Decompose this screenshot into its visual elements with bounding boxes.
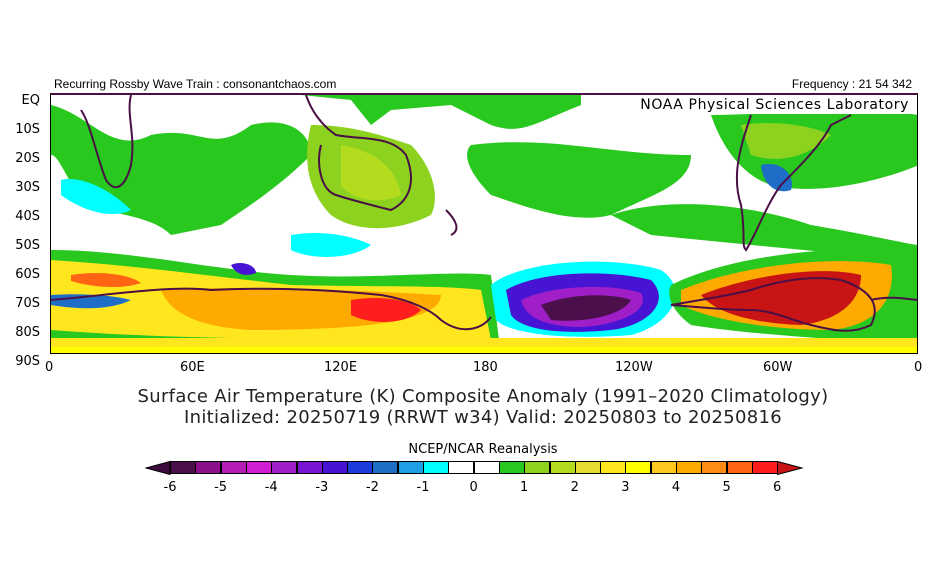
colorbar-swatch [220, 461, 247, 474]
anomaly-region [701, 271, 861, 325]
anomaly-region [51, 105, 311, 235]
colorbar-tick-label: -6 [163, 480, 177, 495]
colorbar-swatch [372, 461, 399, 474]
colorbar-swatch [296, 461, 323, 474]
anomaly-region [71, 272, 141, 288]
colorbar-swatch [498, 461, 525, 474]
colorbar-swatch [473, 461, 500, 474]
lat-label: 40S [15, 209, 40, 224]
colorbar-swatch [195, 461, 222, 474]
colorbar-swatch [600, 461, 627, 474]
colorbar-swatch [321, 461, 348, 474]
colorbar-title: NCEP/NCAR Reanalysis [408, 442, 558, 457]
colorbar-swatch [701, 461, 728, 474]
anomaly-region [761, 164, 792, 192]
colorbar-swatch [574, 461, 601, 474]
lon-label: 120E [324, 360, 358, 375]
colorbar-swatch [397, 461, 424, 474]
colorbar-tick-label: -5 [214, 480, 228, 495]
colorbar-tick-label: 1 [520, 480, 529, 495]
lat-label: 20S [15, 151, 40, 166]
colorbar-tick-label: -1 [416, 480, 430, 495]
map-subtitle: Initialized: 20250719 (RRWT w34) Valid: … [184, 407, 782, 428]
colorbar-swatch [676, 461, 702, 474]
colorbar-swatch [448, 461, 475, 474]
colorbar-swatch [170, 461, 196, 474]
colorbar-tick-label: -2 [365, 480, 379, 495]
anomaly-region [467, 142, 691, 218]
colorbar-tick-label: 0 [469, 480, 478, 495]
lon-label: 0 [914, 360, 923, 375]
anomaly-region [51, 95, 581, 129]
map-plot: NOAA Physical Sciences Laboratory [50, 93, 918, 354]
lat-label: EQ [21, 93, 40, 108]
map-title: Surface Air Temperature (K) Composite An… [137, 386, 829, 407]
anomaly-region [611, 204, 917, 260]
lon-label: 60E [180, 360, 205, 375]
colorbar-tick-label: 4 [671, 480, 681, 495]
lon-label: 180 [473, 360, 498, 375]
lat-label: 90S [15, 354, 40, 369]
lab-label: NOAA Physical Sciences Laboratory [636, 96, 913, 114]
anomaly-region [741, 123, 831, 159]
anomaly-region [51, 347, 917, 353]
colorbar-extend-triangle [777, 461, 804, 475]
latitude-axis: EQ 10S 20S 30S 40S 50S 60S 70S 80S 90S [8, 86, 40, 376]
lat-label: 80S [15, 325, 40, 340]
colorbar-swatch [751, 461, 778, 474]
colorbar-tick-label: -3 [315, 480, 329, 495]
lat-label: 50S [15, 238, 40, 253]
colorbar-swatch [271, 461, 298, 474]
lat-label: 30S [15, 180, 40, 195]
anomaly-region [541, 295, 631, 321]
credit-text: Recurring Rossby Wave Train : consonantc… [54, 77, 337, 91]
lon-label: 60W [763, 360, 793, 375]
anomaly-region [351, 298, 421, 322]
colorbar-tick-label: 3 [621, 480, 630, 495]
lon-label: 0 [45, 360, 54, 375]
colorbar-tick-label: 6 [773, 480, 782, 495]
colorbar-swatch [347, 461, 374, 474]
colorbar-extend-triangle [145, 461, 171, 475]
colorbar-tick-label: -4 [264, 480, 278, 495]
lat-label: 10S [15, 122, 40, 137]
colorbar-swatch [524, 461, 551, 474]
anomaly-region [291, 233, 371, 257]
colorbar-tick-label: 5 [722, 480, 731, 495]
colorbar-swatch [423, 461, 449, 474]
colorbar-swatch [549, 461, 576, 474]
anomaly-field [51, 95, 917, 353]
colorbar-swatch [625, 461, 652, 474]
coastlines [51, 95, 917, 332]
frequency-text: Frequency : 21 54 342 [791, 77, 912, 91]
anomaly-region [341, 145, 401, 201]
colorbar-swatch [650, 461, 677, 474]
colorbar-swatch [245, 461, 272, 474]
longitude-axis: 0 60E 120E 180 120W 60W 0 [45, 360, 922, 376]
anomaly-region [61, 179, 131, 215]
colorbar-swatch [726, 461, 753, 474]
anomaly-region [231, 262, 256, 275]
lat-label: 60S [15, 267, 40, 282]
lon-label: 120W [615, 360, 653, 375]
lat-label: 70S [15, 296, 40, 311]
colorbar-tick-label: 2 [570, 480, 579, 495]
